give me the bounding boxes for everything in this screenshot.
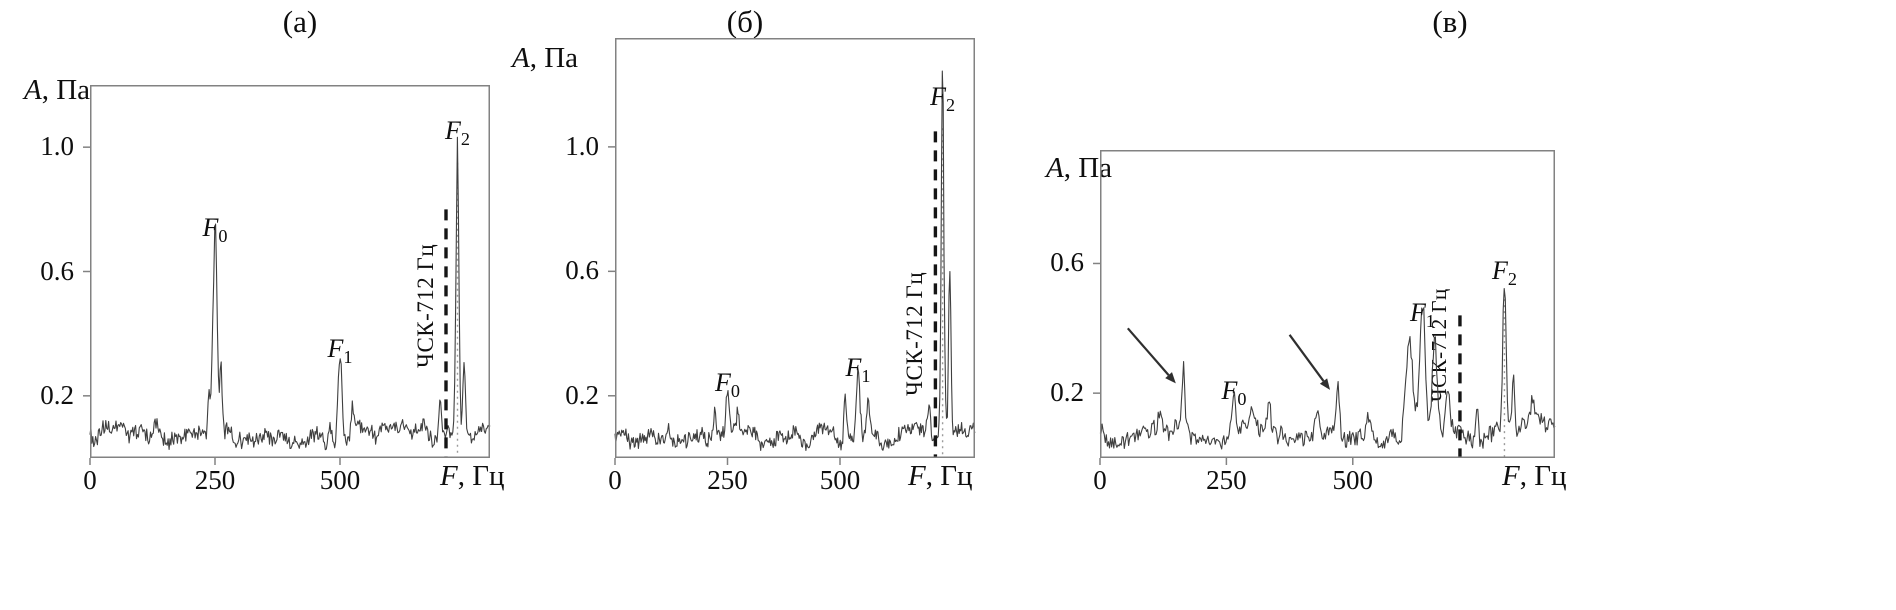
peak-label-base: F [202,212,219,242]
peak-label-base: F [1491,255,1508,285]
x-tick-label: 500 [319,465,361,495]
x-axis-variable: F [908,460,926,492]
x-axis-variable: F [1502,460,1520,492]
peak-label-subscript: 0 [730,381,740,402]
peak-label-f0: F0 [175,213,255,247]
plot-border [615,38,975,458]
y-axis-units: , Па [529,42,579,74]
y-tick-label: 0.6 [40,255,74,286]
y-axis-variable: A [1046,152,1064,184]
spectrum-plot [83,85,491,465]
peak-label-base: F [327,334,344,364]
peak-label-subscript: 0 [218,226,228,247]
peak-label-f1: F1 [300,334,380,368]
annotation-arrow [1288,334,1325,382]
y-axis-units: , Па [1063,152,1113,184]
annotation-arrowhead [1319,378,1331,390]
plot-border [90,85,490,458]
peak-label-base: F [715,368,731,398]
x-axis-variable: F [440,460,458,492]
y-tick-label: 1.0 [40,131,74,162]
y-axis-label: A, Па [512,42,578,75]
peak-label-base: F [845,352,862,382]
y-tick-label: 1.0 [565,130,599,161]
panel-title: (в) [1432,4,1468,39]
y-axis-label: A, Па [1046,152,1112,185]
peak-label-subscript: 1 [861,365,871,386]
peak-label-subscript: 2 [1507,269,1517,290]
spectrum-plot [608,38,976,465]
x-axis-label: F, Гц [908,460,973,493]
x-tick-label: 250 [707,465,748,495]
marker-line-label: ЧСК-712 Гц [902,271,927,396]
peak-label-base: F [1221,375,1238,405]
y-tick-label: 0.6 [1050,247,1084,278]
peak-label-f2: F2 [1464,256,1544,290]
x-axis-label: F, Гц [440,460,505,493]
x-axis-label: F, Гц [1502,460,1567,493]
x-tick-label: 500 [819,465,861,495]
x-axis-units: , Гц [457,460,505,492]
x-tick-label: 0 [1093,465,1107,495]
peak-label-subscript: 1 [343,347,353,368]
spectrum-trace [614,70,976,451]
peak-label-f0: F0 [1194,376,1274,410]
spectrum-plot [1093,150,1556,465]
peak-label-base: F [1410,298,1426,328]
panel-title: (а) [282,4,318,39]
y-axis-units: , Па [41,74,91,106]
marker-line-label: ЧСК-712 Гц [1427,288,1451,402]
peak-label-f1: F1 [818,353,898,387]
x-tick-label: 250 [1206,465,1247,495]
panel-title: (б) [726,4,764,39]
peak-label-f2: F2 [903,82,983,116]
x-axis-units: , Гц [1519,460,1567,492]
spectrum-trace [1099,288,1556,450]
y-tick-label: 0.2 [565,379,599,410]
x-tick-label: 250 [194,465,236,495]
peak-label-subscript: 2 [945,95,956,116]
peak-label-f0: F0 [688,368,768,402]
peak-label-base: F [445,116,461,146]
annotation-arrowhead [1165,372,1176,384]
marker-line-label: ЧСК-712 Гц [413,243,438,368]
x-tick-label: 0 [608,465,622,495]
y-tick-label: 0.2 [1050,377,1084,408]
peak-label-f1: F1 [1383,298,1463,332]
y-axis-variable: A [512,42,530,74]
y-tick-label: 0.6 [565,255,599,286]
peak-label-f2: F2 [418,116,498,150]
annotation-arrow [1126,327,1170,376]
y-axis-label: A, Па [24,74,90,107]
x-axis-units: , Гц [925,460,973,492]
peak-label-subscript: 2 [460,129,470,150]
y-tick-label: 0.2 [40,379,74,410]
plot-border [1100,150,1555,458]
y-axis-variable: A [24,74,42,106]
peak-label-subscript: 1 [1425,311,1436,332]
peak-label-subscript: 0 [1237,389,1247,410]
spectrum-trace [89,136,491,451]
x-tick-label: 500 [1332,465,1374,495]
x-tick-label: 0 [83,465,97,495]
peak-label-base: F [930,82,946,111]
